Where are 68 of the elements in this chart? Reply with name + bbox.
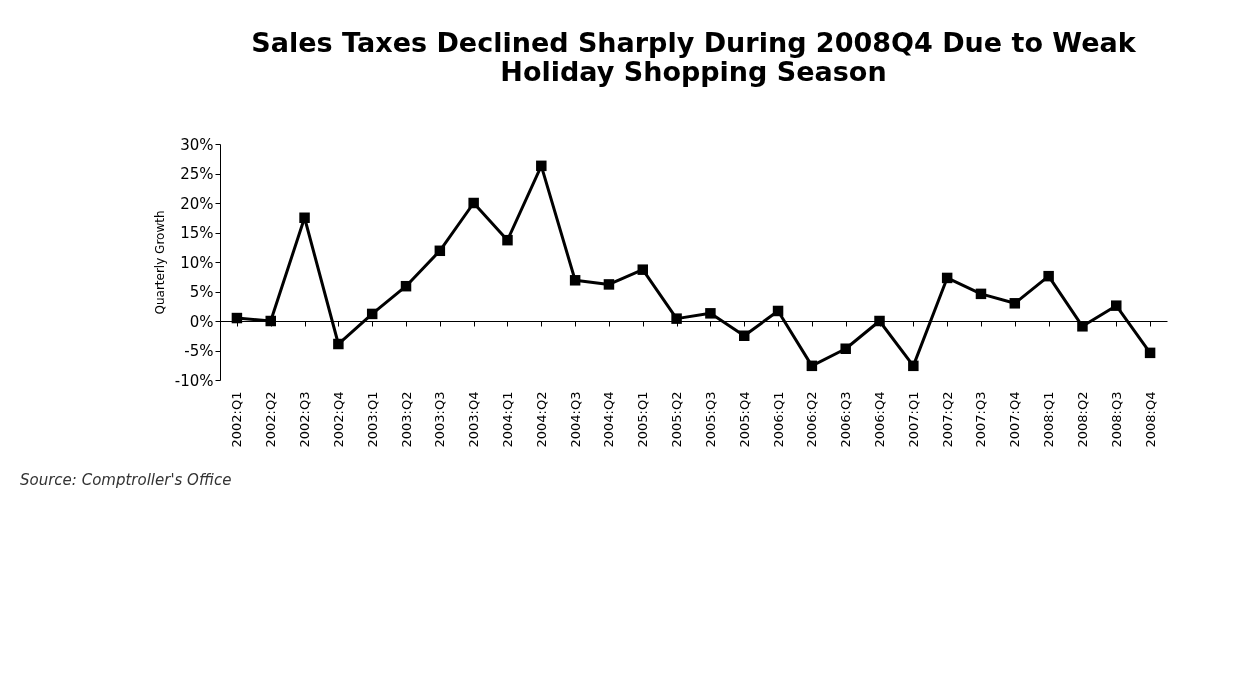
x-tick-label: 2005:Q1 bbox=[635, 391, 651, 448]
point bbox=[333, 338, 344, 350]
y-tick-label: 5% bbox=[189, 283, 214, 301]
point bbox=[1077, 321, 1088, 332]
point bbox=[400, 280, 412, 292]
point bbox=[1111, 300, 1122, 311]
x-tick-label: 2003:Q4 bbox=[466, 391, 482, 448]
x-tick-label: 2004:Q1 bbox=[499, 391, 515, 448]
point bbox=[806, 360, 818, 372]
x-tick-label: 2005:Q4 bbox=[736, 391, 752, 448]
x-tick-label: 2007:Q1 bbox=[905, 391, 921, 448]
point bbox=[569, 275, 581, 286]
x-tick-label: 2003:Q3 bbox=[432, 391, 448, 448]
x-tick-label: 2007:Q4 bbox=[1007, 391, 1023, 448]
x-tick-label: 2008:Q1 bbox=[1041, 391, 1057, 448]
x-tick-label: 2005:Q2 bbox=[669, 391, 685, 448]
y-tick-label: 0% bbox=[189, 312, 214, 331]
point bbox=[536, 160, 547, 172]
y-tick-label: 20% bbox=[180, 194, 214, 213]
point bbox=[265, 315, 276, 327]
x-tick-label: 2005:Q3 bbox=[702, 391, 718, 448]
point bbox=[366, 308, 378, 320]
x-tick-label: 2006:Q4 bbox=[872, 391, 888, 448]
point bbox=[772, 305, 784, 317]
point bbox=[908, 360, 919, 372]
x-tick-label: 2002:Q4 bbox=[330, 391, 346, 448]
point bbox=[434, 245, 446, 257]
point bbox=[671, 313, 682, 324]
x-tick-label: 2003:Q2 bbox=[398, 391, 414, 448]
source-note: Source: Comptroller's Office bbox=[20, 471, 232, 489]
point bbox=[468, 197, 479, 209]
point bbox=[1043, 270, 1054, 282]
chart-title: Sales Taxes Declined Sharply During 2008Q4 Due to Weak Holiday Shopping Season bbox=[251, 27, 1137, 87]
x-tick-label: 2002:Q2 bbox=[263, 391, 279, 448]
x-tick-label: 2006:Q3 bbox=[838, 391, 854, 448]
y-axis-title: Quarterly Growth bbox=[152, 210, 167, 315]
x-tick-label: 2002:Q1 bbox=[229, 391, 245, 448]
y-tick-label: 15% bbox=[180, 224, 214, 242]
point bbox=[1144, 347, 1156, 359]
x-tick-label: 2004:Q4 bbox=[601, 391, 617, 448]
y-tick-label: -10% bbox=[174, 371, 214, 390]
x-tick-label: 2007:Q3 bbox=[973, 391, 989, 448]
point bbox=[941, 272, 953, 284]
point bbox=[1009, 298, 1021, 309]
y-tick-label: 30% bbox=[180, 135, 214, 154]
y-tick-label: 25% bbox=[180, 165, 214, 183]
x-tick-label: 2004:Q2 bbox=[533, 391, 549, 448]
point bbox=[705, 308, 716, 319]
point bbox=[637, 264, 649, 275]
x-tick-label: 2006:Q1 bbox=[770, 391, 786, 448]
x-tick-label: 2004:Q3 bbox=[567, 391, 583, 448]
point bbox=[231, 312, 243, 324]
x-tick-label: 2002:Q3 bbox=[297, 391, 313, 448]
point bbox=[603, 279, 615, 290]
x-tick-label: 2008:Q2 bbox=[1074, 391, 1090, 448]
point bbox=[975, 288, 987, 300]
point bbox=[502, 234, 513, 246]
x-tick-label: 2003:Q1 bbox=[364, 391, 380, 448]
x-tick-label: 2008:Q3 bbox=[1108, 391, 1124, 448]
point bbox=[840, 343, 851, 354]
y-tick-label: -5% bbox=[184, 342, 214, 360]
point bbox=[874, 315, 885, 327]
x-tick-label: 2008:Q4 bbox=[1142, 391, 1158, 448]
x-tick-label: 2007:Q2 bbox=[939, 391, 955, 448]
point bbox=[299, 212, 310, 223]
x-tick-label: 2006:Q2 bbox=[804, 391, 820, 448]
y-tick-label: 10% bbox=[180, 253, 214, 272]
point bbox=[738, 330, 750, 341]
